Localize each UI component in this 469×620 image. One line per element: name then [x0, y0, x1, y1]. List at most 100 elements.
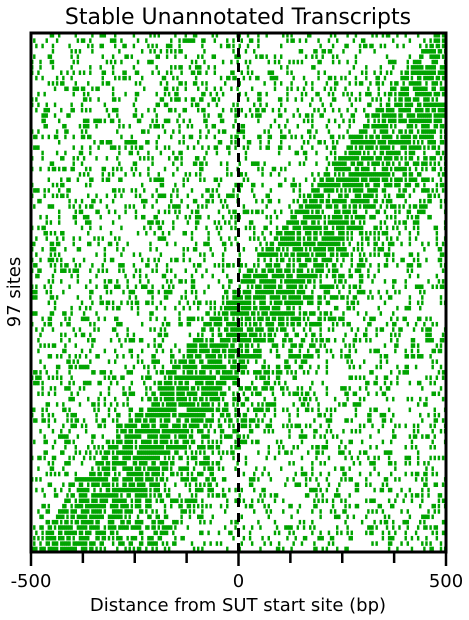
heatmap-cell: [331, 316, 335, 322]
heatmap-cell: [408, 434, 412, 439]
heatmap-cell: [97, 380, 100, 386]
heatmap-cell: [49, 257, 53, 263]
heatmap-cell: [331, 252, 335, 257]
heatmap-cell: [234, 107, 237, 113]
heatmap-cell: [284, 337, 287, 343]
heatmap-cell: [101, 268, 104, 273]
heatmap-cell: [277, 273, 281, 279]
heatmap-cell: [315, 214, 318, 220]
heatmap-cell: [398, 177, 401, 183]
heatmap-cell: [400, 156, 403, 161]
heatmap-cell: [302, 396, 306, 402]
heatmap-cell: [257, 337, 260, 343]
heatmap-cell: [257, 113, 260, 118]
heatmap-cell: [174, 407, 177, 413]
heatmap-cell: [213, 38, 217, 43]
heatmap-cell: [338, 172, 341, 177]
heatmap-cell: [250, 113, 254, 118]
heatmap-cell: [124, 391, 127, 397]
heatmap-cell: [82, 214, 86, 220]
heatmap-cell: [91, 402, 94, 407]
heatmap-cell: [414, 86, 418, 92]
heatmap-cell: [221, 204, 225, 209]
heatmap-cell: [197, 423, 200, 429]
heatmap-cell: [348, 156, 351, 161]
heatmap-cell: [91, 33, 94, 38]
heatmap-cell: [207, 418, 210, 423]
heatmap-cell: [78, 247, 82, 252]
heatmap-cell: [246, 268, 250, 273]
heatmap-cell: [165, 268, 169, 273]
heatmap-cell: [87, 337, 90, 343]
heatmap-cell: [157, 225, 160, 231]
heatmap-cell: [246, 337, 250, 343]
heatmap-cell: [89, 295, 92, 300]
heatmap-cell: [371, 161, 374, 166]
heatmap-cell: [132, 289, 136, 295]
heatmap-cell: [300, 134, 304, 140]
heatmap-cell: [134, 439, 138, 445]
heatmap-cell: [429, 375, 432, 380]
heatmap-cell: [111, 418, 115, 423]
heatmap-cell: [72, 91, 75, 97]
heatmap-cell: [309, 396, 312, 402]
heatmap-cell: [296, 386, 300, 391]
heatmap-cell: [433, 38, 436, 43]
heatmap-cell: [344, 182, 347, 188]
heatmap-cell: [437, 150, 441, 156]
heatmap-cell: [197, 86, 200, 92]
heatmap-cell: [238, 359, 241, 364]
heatmap-cell: [394, 156, 397, 161]
heatmap-cell: [414, 177, 418, 183]
heatmap-cell: [114, 209, 117, 215]
heatmap-cell: [93, 118, 96, 124]
heatmap-cell: [205, 321, 208, 327]
heatmap-cell: [292, 268, 295, 273]
heatmap-cell: [128, 418, 131, 423]
heatmap-cell: [136, 359, 140, 364]
heatmap-cell: [325, 364, 329, 370]
heatmap-cell: [153, 407, 156, 413]
heatmap-cell: [84, 166, 88, 172]
heatmap-cell: [232, 38, 235, 43]
heatmap-cell: [429, 91, 432, 97]
heatmap-cell: [358, 150, 362, 156]
heatmap-cell: [172, 407, 175, 413]
heatmap-cell: [165, 295, 169, 300]
heatmap-cell: [296, 295, 300, 300]
heatmap-cell: [363, 423, 366, 429]
heatmap-cell: [404, 156, 407, 161]
heatmap-cell: [41, 134, 44, 140]
heatmap-cell: [70, 65, 73, 70]
heatmap-cell: [435, 97, 439, 102]
heatmap-cell: [354, 107, 358, 113]
heatmap-cell: [350, 145, 353, 150]
heatmap-cell: [223, 247, 227, 252]
heatmap-cell: [132, 65, 136, 70]
heatmap-cell: [217, 140, 221, 145]
heatmap-cell: [130, 391, 134, 397]
heatmap-cell: [327, 289, 331, 295]
heatmap-cell: [412, 257, 416, 263]
heatmap-cell: [178, 316, 181, 322]
heatmap-cell: [346, 209, 349, 215]
heatmap-cell: [298, 311, 302, 316]
heatmap-cell: [163, 193, 167, 199]
heatmap-cell: [217, 311, 221, 316]
heatmap-cell: [223, 241, 227, 247]
heatmap-cell: [153, 177, 156, 183]
heatmap-cell: [292, 354, 295, 359]
heatmap-cell: [190, 386, 194, 391]
heatmap-cell: [62, 182, 65, 188]
heatmap-cell: [437, 257, 441, 263]
heatmap-cell: [396, 150, 399, 156]
heatmap-cell: [43, 284, 46, 290]
heatmap-cell: [192, 263, 196, 268]
heatmap-cell: [433, 86, 436, 92]
heatmap-cell: [375, 380, 378, 386]
heatmap-cell: [219, 321, 223, 327]
heatmap-cell: [290, 300, 293, 306]
heatmap-cell: [184, 439, 187, 445]
heatmap-cell: [39, 343, 42, 348]
heatmap-cell: [410, 354, 414, 359]
